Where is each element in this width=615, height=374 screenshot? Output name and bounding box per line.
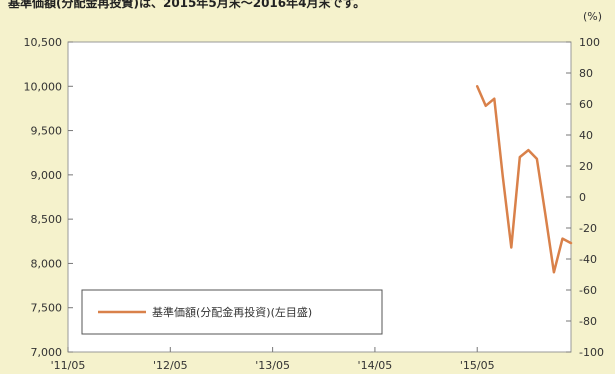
y2-tick-label: -80 xyxy=(579,315,597,328)
y-tick-label: 8,500 xyxy=(31,213,63,226)
y2-tick-label: 100 xyxy=(579,36,600,49)
y2-tick-label: 80 xyxy=(579,67,593,80)
y-tick-label: 10,000 xyxy=(24,80,63,93)
right-axis: 100 80 60 40 20 0 -20 -40 -60 -80 -100 (%) xyxy=(566,10,604,359)
x-tick-label: '12/05 xyxy=(153,359,188,372)
x-tick-label: '13/05 xyxy=(255,359,290,372)
legend: 基準価額(分配金再投資)(左目盛) xyxy=(81,289,383,335)
y-tick-label: 9,000 xyxy=(31,169,63,182)
y2-tick-label: 60 xyxy=(579,98,593,111)
y2-tick-label: -60 xyxy=(579,284,597,297)
series-line xyxy=(475,85,573,274)
y-tick-label: 8,000 xyxy=(31,257,63,270)
y2-tick-label: 0 xyxy=(579,191,586,204)
chart-caption: 基準価額(分配金再投資)は、2015年5月末～2016年4月末です。 xyxy=(8,0,366,10)
x-tick-label: '15/05 xyxy=(460,359,495,372)
y2-tick-label: -40 xyxy=(579,253,597,266)
left-axis: 7,000 7,500 8,000 8,500 9,000 9,500 10,000 10,5… xyxy=(24,36,73,359)
y2-tick-label: 20 xyxy=(579,160,593,173)
y2-tick-label: -100 xyxy=(579,346,604,359)
x-tick-label: '14/05 xyxy=(358,359,393,372)
x-axis: '11/05 '12/05 '13/05 '14/05 '15/05 xyxy=(51,347,495,372)
x-tick-label: '11/05 xyxy=(51,359,86,372)
series-group xyxy=(475,85,573,274)
legend-label: 基準価額(分配金再投資)(左目盛) xyxy=(152,305,312,319)
y-tick-label: 10,500 xyxy=(24,36,63,49)
y-tick-label: 9,500 xyxy=(31,125,63,138)
y2-tick-label: -20 xyxy=(579,222,597,235)
y2-tick-label: 40 xyxy=(579,129,593,142)
y-tick-label: 7,000 xyxy=(31,346,63,359)
y2-axis-label: (%) xyxy=(583,10,602,23)
y-tick-label: 7,500 xyxy=(31,302,63,315)
